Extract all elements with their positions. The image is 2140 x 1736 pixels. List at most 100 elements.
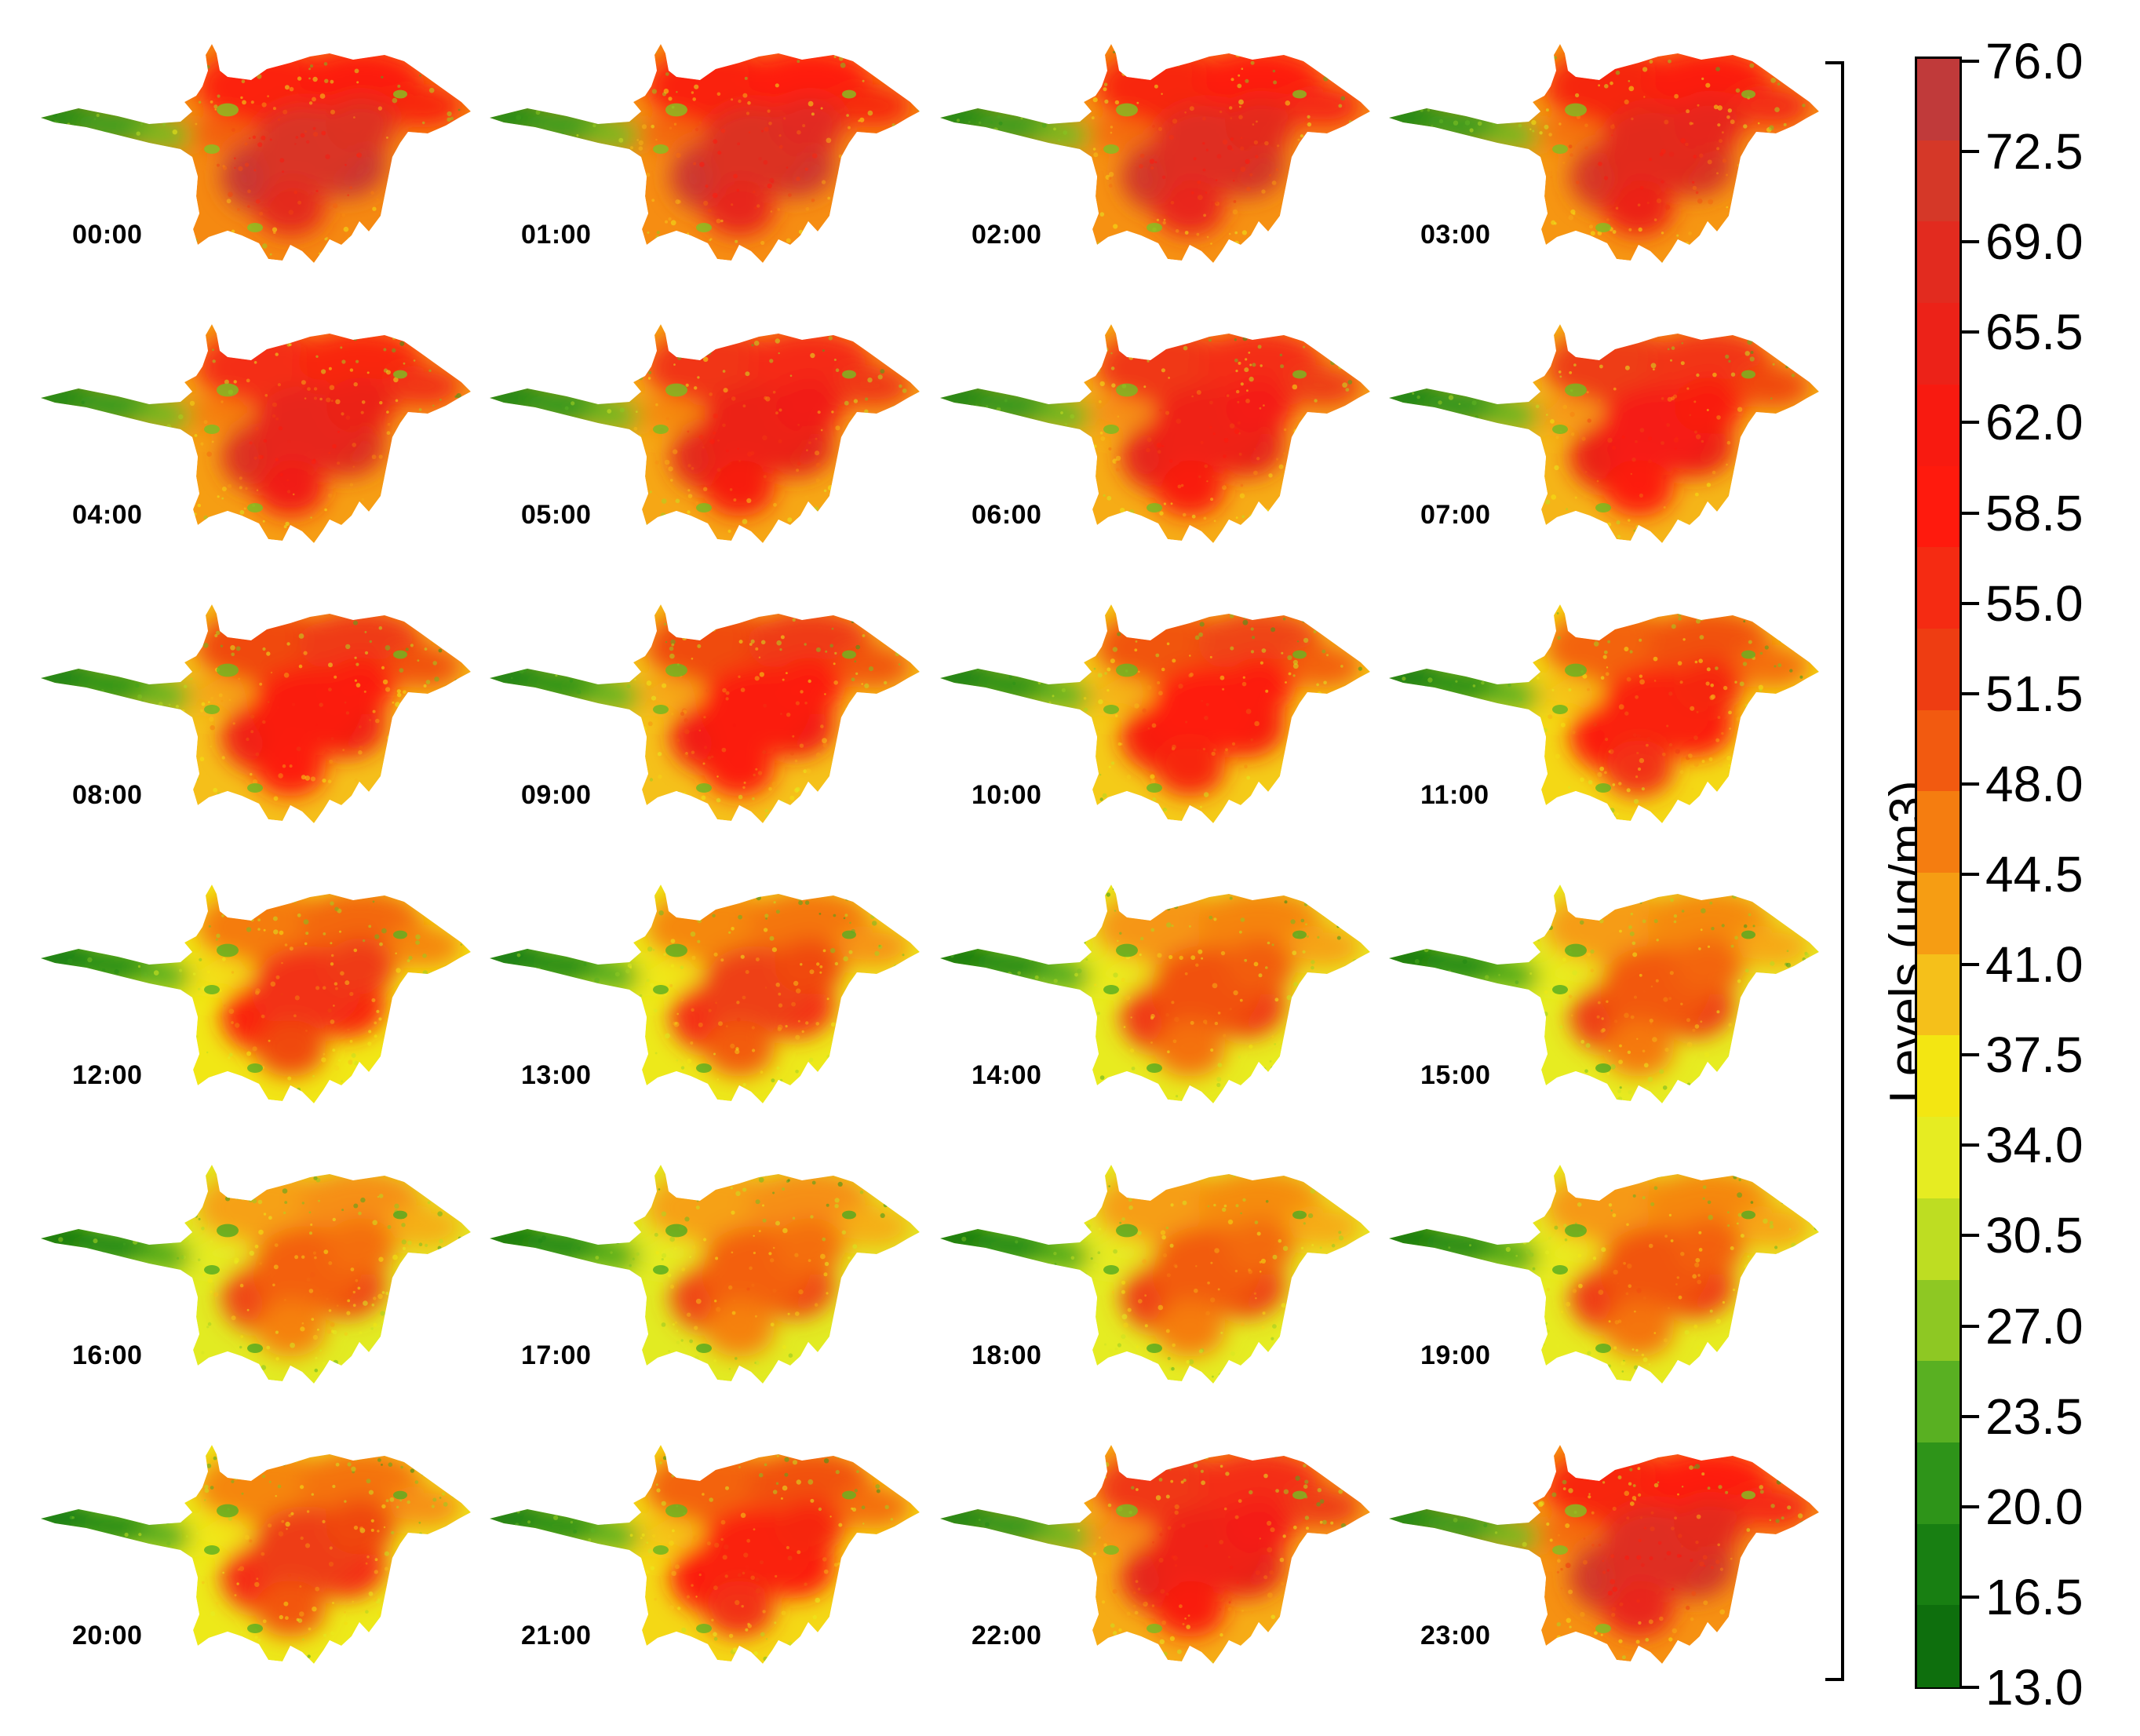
map-panel: 11:00 (1380, 600, 1828, 879)
hour-label: 15:00 (1420, 1060, 1491, 1090)
tick-label: 34.0 (1985, 1117, 2083, 1174)
hour-label: 11:00 (1420, 780, 1489, 810)
colorbar-swatch (1917, 709, 1960, 792)
map-panel: 01:00 (480, 39, 929, 319)
tick-mark (1962, 691, 1979, 695)
tick-mark (1962, 421, 1979, 425)
hour-label: 10:00 (972, 780, 1042, 810)
map-panel: 19:00 (1380, 1160, 1828, 1439)
colorbar-swatch (1917, 1198, 1960, 1281)
tick-mark (1962, 511, 1979, 515)
hour-label: 03:00 (1420, 220, 1491, 250)
colorbar-swatch (1917, 384, 1960, 467)
tick-mark (1962, 1414, 1979, 1418)
city-map (41, 1445, 471, 1664)
map-panel: 17:00 (480, 1160, 929, 1439)
city-map (490, 604, 920, 823)
city-map (1389, 1165, 1819, 1384)
tick-mark (1962, 1686, 1979, 1689)
city-map (490, 1165, 920, 1384)
map-panel: 03:00 (1380, 39, 1828, 319)
hour-label: 20:00 (72, 1621, 143, 1650)
colorbar-swatch (1917, 954, 1960, 1036)
city-map (940, 1165, 1370, 1384)
city-map (940, 1445, 1370, 1664)
tick-label: 62.0 (1985, 394, 2083, 451)
hour-label: 09:00 (521, 780, 592, 810)
map-panel: 06:00 (931, 319, 1380, 599)
tick-mark (1962, 150, 1979, 154)
map-panel: 15:00 (1380, 880, 1828, 1159)
city-map (1389, 604, 1819, 823)
map-panel: 16:00 (31, 1160, 480, 1439)
hour-label: 17:00 (521, 1340, 592, 1370)
colorbar-swatch (1917, 59, 1960, 141)
hour-label: 02:00 (972, 220, 1042, 250)
tick-label: 51.5 (1985, 665, 2083, 722)
tick-mark (1962, 60, 1979, 63)
tick-mark (1962, 1504, 1979, 1508)
map-panel: 20:00 (31, 1440, 480, 1720)
colorbar-swatch (1917, 1117, 1960, 1199)
colorbar-swatch (1917, 140, 1960, 222)
tick-label: 76.0 (1985, 33, 2083, 89)
tick-label: 16.5 (1985, 1568, 2083, 1625)
city-map (41, 44, 471, 263)
city-map (41, 1165, 471, 1384)
colorbar-ticks: 76.0 72.5 69.0 65.5 62.0 58.5 55.0 51.5 48.0 44.5… (1962, 0, 2140, 1736)
city-map (1389, 884, 1819, 1103)
tick-label: 48.0 (1985, 755, 2083, 812)
map-panel: 13:00 (480, 880, 929, 1159)
tick-mark (1962, 240, 1979, 244)
map-grid: 00:00 01:00 02:00 03:00 04:00 05:00 06:00 07:00… (31, 39, 1828, 1720)
colorbar-swatch (1917, 1361, 1960, 1443)
tick-mark (1962, 782, 1979, 786)
map-panel: 12:00 (31, 880, 480, 1159)
hour-label: 05:00 (521, 500, 592, 530)
city-map (940, 324, 1370, 543)
city-map (940, 884, 1370, 1103)
city-map (940, 44, 1370, 263)
map-panel: 10:00 (931, 600, 1380, 879)
colorbar-swatch (1917, 1035, 1960, 1118)
map-panel: 18:00 (931, 1160, 1380, 1439)
tick-label: 72.5 (1985, 123, 2083, 181)
map-panel: 00:00 (31, 39, 480, 319)
hour-label: 07:00 (1420, 500, 1491, 530)
map-panel: 21:00 (480, 1440, 929, 1720)
map-panel: 07:00 (1380, 319, 1828, 599)
hour-label: 14:00 (972, 1060, 1042, 1090)
tick-label: 23.5 (1985, 1388, 2083, 1445)
tick-label: 44.5 (1985, 846, 2083, 903)
hour-label: 06:00 (972, 500, 1042, 530)
tick-mark (1962, 1053, 1979, 1057)
hour-label: 22:00 (972, 1621, 1042, 1650)
tick-mark (1962, 873, 1979, 876)
tick-label: 58.5 (1985, 484, 2083, 542)
hour-label: 23:00 (1420, 1621, 1491, 1650)
legend-bracket (1825, 61, 1844, 1681)
city-map (490, 884, 920, 1103)
hour-label: 18:00 (972, 1340, 1042, 1370)
tick-label: 30.5 (1985, 1207, 2083, 1264)
city-map (41, 324, 471, 543)
tick-label: 37.5 (1985, 1027, 2083, 1084)
colorbar-swatch (1917, 547, 1960, 629)
map-panel: 14:00 (931, 880, 1380, 1159)
tick-mark (1962, 1324, 1979, 1328)
tick-label: 20.0 (1985, 1478, 2083, 1535)
map-panel: 23:00 (1380, 1440, 1828, 1720)
city-map (1389, 44, 1819, 263)
tick-mark (1962, 601, 1979, 605)
city-map (41, 604, 471, 823)
tick-mark (1962, 330, 1979, 334)
hour-label: 04:00 (72, 500, 143, 530)
city-map (1389, 1445, 1819, 1664)
tick-mark (1962, 1143, 1979, 1147)
map-panel: 22:00 (931, 1440, 1380, 1720)
city-map (41, 884, 471, 1103)
map-panel: 05:00 (480, 319, 929, 599)
hour-label: 01:00 (521, 220, 592, 250)
colorbar-swatch (1917, 1605, 1960, 1687)
city-map (1389, 324, 1819, 543)
